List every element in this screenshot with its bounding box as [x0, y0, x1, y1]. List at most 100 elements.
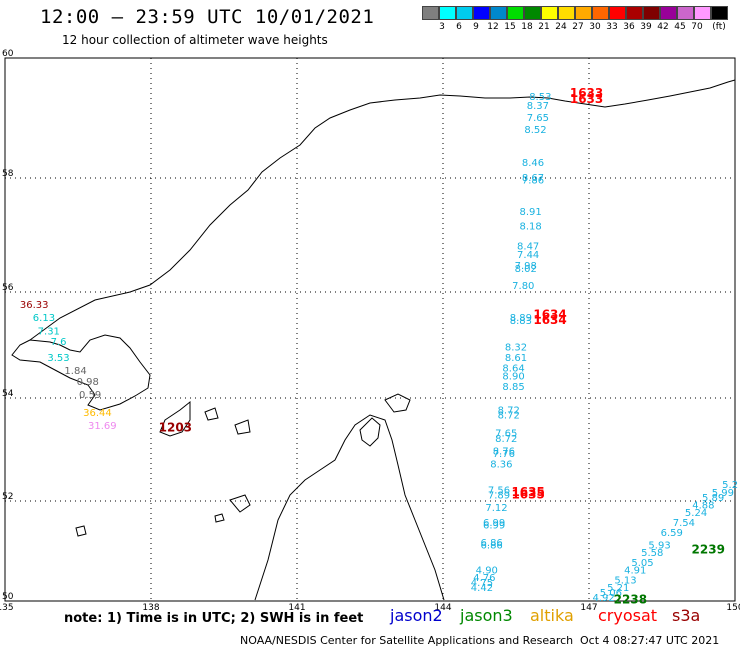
legend-swatch — [456, 6, 473, 20]
pass-time-label: 1633 — [570, 86, 603, 100]
swh-label: 36.33 — [20, 300, 49, 311]
swh-label: 0.59 — [79, 390, 101, 401]
legend-swatch — [473, 6, 490, 20]
swh-label: 1.84 — [64, 366, 86, 377]
swh-label: 8.47 — [517, 241, 539, 252]
swh-label: 7.80 — [512, 281, 534, 292]
legend-value-label: 24 — [555, 22, 567, 32]
swh-label: 8.72 — [498, 405, 520, 416]
swh-label: 8.90 — [502, 371, 524, 382]
legend-value-label: 15 — [504, 22, 516, 32]
legend-s3a: s3a — [672, 606, 701, 625]
swh-label: 6.86 — [481, 541, 503, 552]
legend-value-label: 12 — [487, 22, 499, 32]
timestamp: Oct 4 08:27:47 UTC 2021 — [580, 634, 720, 647]
legend-jason3: jason3 — [460, 606, 513, 625]
swh-label: 7.65 — [495, 429, 517, 440]
pass-time-label: 1633 — [570, 92, 603, 106]
swh-label: 7.6 — [51, 337, 67, 348]
lat-tick-label: 56 — [2, 283, 14, 293]
swh-label: 8.37 — [527, 101, 549, 112]
south-islands — [229, 494, 251, 513]
credit-line: NOAA/NESDIS Center for Satellite Applica… — [240, 634, 574, 647]
legend-value-label: 18 — [521, 22, 533, 32]
swh-label: 5.2 — [722, 480, 738, 491]
swh-label: 8.76 — [493, 447, 515, 458]
legend-swatch — [609, 6, 626, 20]
swh-label: 7.98 — [515, 261, 537, 272]
sakhalin-coast — [359, 417, 381, 447]
lon-tick-label: 135 — [0, 603, 14, 613]
pass-time-label: 1634 — [533, 308, 566, 322]
pass-time-label: 2239 — [692, 543, 725, 557]
swh-label: 7.56 — [488, 485, 510, 496]
color-legend — [422, 6, 728, 20]
legend-value-label: 6 — [456, 22, 462, 32]
swh-label: 8.67 — [522, 173, 544, 184]
legend-unit-label: (ft) — [712, 22, 726, 32]
swh-label: 7.76 — [493, 449, 515, 460]
swh-label: 7.65 — [527, 113, 549, 124]
swh-label: 6.99 — [483, 518, 505, 529]
legend-swatch — [592, 6, 609, 20]
footer-note: note: 1) Time is in UTC; 2) SWH is in fe… — [64, 611, 364, 626]
lon-tick-label: 147 — [580, 603, 597, 613]
map-gridlines — [4, 57, 736, 602]
legend-swatch — [490, 6, 507, 20]
swh-label: 5.99 — [712, 488, 734, 499]
swh-label: 8.32 — [505, 342, 527, 353]
swh-label: 4.76 — [473, 573, 495, 584]
legend-swatch — [677, 6, 694, 20]
legend-swatch — [524, 6, 541, 20]
swh-label: 8.02 — [515, 264, 537, 275]
swh-label: 8.46 — [522, 158, 544, 169]
legend-value-label: 9 — [473, 22, 479, 32]
swh-label: 6.99 — [483, 521, 505, 532]
swh-label: 8.83 — [510, 316, 532, 327]
legend-value-label: 39 — [640, 22, 652, 32]
pass-time-label: 1203 — [159, 420, 192, 434]
swh-label: 4.88 — [692, 501, 714, 512]
lat-tick-label: 50 — [2, 592, 14, 602]
legend-altika: altika — [530, 606, 574, 625]
legend-cryosat: cryosat — [598, 606, 658, 625]
legend-value-label: 21 — [538, 22, 550, 32]
map-frame — [4, 57, 736, 602]
legend-swatch — [660, 6, 677, 20]
lat-tick-label: 58 — [2, 169, 14, 179]
mainland-north-coast — [29, 79, 736, 341]
legend-value-label: 30 — [589, 22, 601, 32]
swh-label: 8.53 — [529, 92, 551, 103]
legend-value-label: 3 — [439, 22, 445, 32]
swh-label: 5.58 — [641, 548, 663, 559]
pass-time-label: 2238 — [614, 593, 647, 607]
legend-swatch — [711, 6, 728, 20]
legend-swatch — [694, 6, 711, 20]
swh-label: 4.90 — [476, 566, 498, 577]
legend-value-label: 36 — [623, 22, 635, 32]
swh-label: 0.98 — [77, 377, 99, 388]
small-island-1 — [204, 407, 219, 421]
altimeter-observations: 8.538.377.658.528.468.677.868.918.188.47… — [20, 86, 738, 607]
swh-label: 5.89 — [702, 493, 724, 504]
small-island-2 — [234, 419, 251, 435]
swh-label: 6.59 — [661, 528, 683, 539]
small-island-4 — [75, 525, 87, 537]
legend-value-label: 42 — [657, 22, 669, 32]
swh-label: 5.13 — [614, 576, 636, 587]
swh-label: 8.36 — [490, 460, 512, 471]
swh-label: 7.89 — [488, 490, 510, 501]
swh-label: 8.64 — [502, 364, 524, 375]
legend-swatch — [626, 6, 643, 20]
east-islands — [384, 393, 411, 413]
mainland-south — [254, 414, 445, 601]
swh-label: 7.12 — [485, 503, 507, 514]
swh-label: 8.18 — [519, 221, 541, 232]
swh-label: 36.44 — [83, 408, 112, 419]
swh-label: 6.86 — [481, 538, 503, 549]
legend-jason2: jason2 — [390, 606, 443, 625]
swh-label: 8.89 — [510, 313, 532, 324]
pass-time-label: 1634 — [533, 313, 566, 327]
swh-label: 8.85 — [502, 382, 524, 393]
